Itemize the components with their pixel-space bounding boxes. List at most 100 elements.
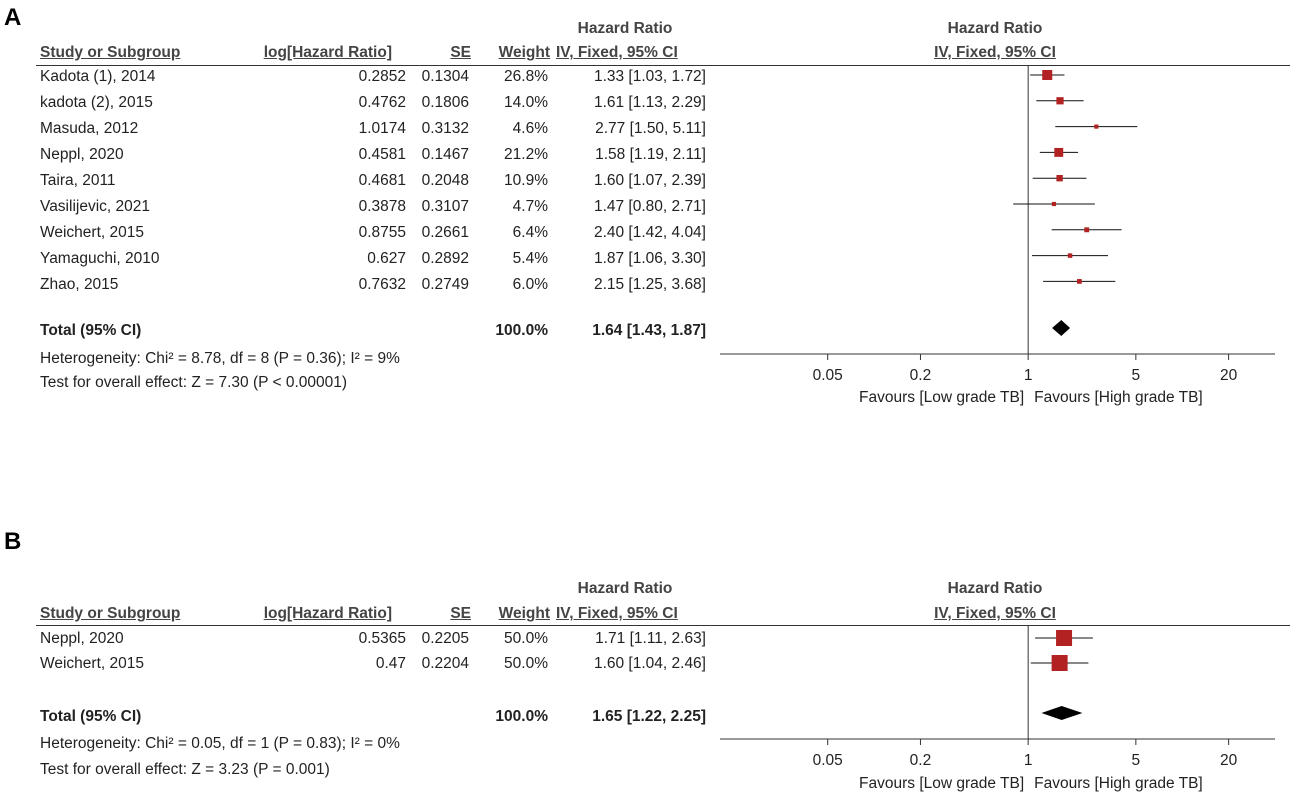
se-value: 0.3132 bbox=[421, 120, 469, 137]
hr-ci-value: 1.60 [1.04, 2.46] bbox=[593, 655, 706, 672]
pooled-diamond bbox=[1041, 706, 1083, 720]
x-tick-label: 20 bbox=[1220, 367, 1238, 384]
plot-column-header: IV, Fixed, 95% CI bbox=[934, 44, 1056, 61]
effect-marker bbox=[1084, 227, 1090, 233]
hr-ci-value: 1.71 [1.11, 2.63] bbox=[595, 630, 706, 647]
study-name: Neppl, 2020 bbox=[40, 146, 124, 163]
x-tick-label: 1 bbox=[1024, 752, 1033, 769]
heterogeneity-text: Heterogeneity: Chi² = 0.05, df = 1 (P = … bbox=[40, 735, 400, 752]
forest-panel-a: A Hazard Ratio Hazard Ratio Study or Sub… bbox=[4, 4, 1290, 406]
se-value: 0.2205 bbox=[421, 630, 469, 647]
x-tick-label: 0.2 bbox=[910, 367, 932, 384]
weight-value: 6.4% bbox=[512, 224, 548, 241]
weight-column-header: Weight bbox=[498, 44, 550, 61]
x-tick-label: 0.05 bbox=[813, 752, 843, 769]
se-value: 0.2749 bbox=[421, 276, 469, 293]
weight-value: 4.7% bbox=[512, 198, 548, 215]
weight-value: 4.6% bbox=[512, 120, 548, 137]
effect-marker bbox=[1042, 70, 1053, 80]
study-name: Kadota (1), 2014 bbox=[40, 68, 156, 85]
x-tick-label: 0.2 bbox=[910, 752, 932, 769]
effect-marker bbox=[1094, 124, 1099, 129]
total-hr-ci: 1.64 [1.43, 1.87] bbox=[592, 322, 706, 339]
pooled-diamond bbox=[1052, 320, 1071, 336]
total-weight: 100.0% bbox=[495, 708, 548, 725]
weight-value: 50.0% bbox=[504, 655, 548, 672]
se-value: 0.1304 bbox=[421, 68, 469, 85]
plot-group-header: Hazard Ratio bbox=[947, 580, 1043, 597]
hr-ci-value: 1.47 [0.80, 2.71] bbox=[593, 198, 706, 215]
se-column-header: SE bbox=[450, 44, 471, 61]
total-label: Total (95% CI) bbox=[40, 322, 142, 339]
heterogeneity-text: Heterogeneity: Chi² = 8.78, df = 8 (P = … bbox=[40, 350, 400, 367]
se-value: 0.1806 bbox=[421, 94, 469, 111]
se-value: 0.1467 bbox=[421, 146, 469, 163]
ci-column-header: IV, Fixed, 95% CI bbox=[556, 605, 678, 622]
effect-marker bbox=[1056, 630, 1073, 646]
effect-marker bbox=[1077, 279, 1082, 284]
x-tick-label: 20 bbox=[1220, 752, 1238, 769]
header-rule bbox=[36, 625, 1290, 626]
ci-group-header: Hazard Ratio bbox=[577, 20, 673, 37]
forest-panel-b: B Hazard Ratio Hazard Ratio Study or Sub… bbox=[0, 520, 1292, 793]
weight-value: 26.8% bbox=[504, 68, 548, 85]
overall-effect-text: Test for overall effect: Z = 7.30 (P < 0… bbox=[40, 374, 348, 391]
loghr-value: 0.5365 bbox=[358, 630, 406, 647]
loghr-value: 0.2852 bbox=[358, 68, 406, 85]
favours-left-label: Favours [Low grade TB] bbox=[859, 775, 1024, 792]
study-name: Yamaguchi, 2010 bbox=[40, 250, 160, 267]
weight-value: 21.2% bbox=[504, 146, 548, 163]
plot-column-header: IV, Fixed, 95% CI bbox=[934, 605, 1056, 622]
total-weight: 100.0% bbox=[495, 322, 548, 339]
x-tick-label: 0.05 bbox=[813, 367, 843, 384]
study-column-header: Study or Subgroup bbox=[40, 605, 181, 622]
forest-plot-b: 0.05 0.2 1 5 20 Favours [Low grade TB] Favours… bbox=[720, 626, 1275, 792]
weight-column-header: Weight bbox=[498, 605, 550, 622]
loghr-value: 0.4581 bbox=[358, 146, 406, 163]
loghr-value: 0.47 bbox=[375, 655, 406, 672]
study-name: kadota (2), 2015 bbox=[40, 94, 153, 111]
loghr-value: 0.8755 bbox=[358, 224, 406, 241]
study-name: Vasilijevic, 2021 bbox=[40, 198, 150, 215]
effect-marker bbox=[1056, 97, 1064, 105]
loghr-value: 0.3878 bbox=[358, 198, 406, 215]
hr-ci-value: 1.87 [1.06, 3.30] bbox=[593, 250, 706, 267]
study-name: Masuda, 2012 bbox=[40, 120, 139, 137]
weight-value: 5.4% bbox=[512, 250, 548, 267]
study-name: Neppl, 2020 bbox=[40, 630, 124, 647]
total-label: Total (95% CI) bbox=[40, 708, 142, 725]
header-rule bbox=[36, 65, 1290, 66]
loghr-value: 1.0174 bbox=[358, 120, 406, 137]
loghr-column-header: log[Hazard Ratio] bbox=[263, 605, 392, 622]
weight-value: 10.9% bbox=[504, 172, 548, 189]
effect-marker bbox=[1051, 655, 1068, 671]
panel-label: B bbox=[4, 528, 22, 555]
loghr-value: 0.4762 bbox=[358, 94, 406, 111]
effect-marker bbox=[1051, 201, 1057, 207]
effect-marker bbox=[1054, 147, 1064, 157]
study-column-header: Study or Subgroup bbox=[40, 44, 181, 61]
se-value: 0.2048 bbox=[421, 172, 469, 189]
weight-value: 6.0% bbox=[512, 276, 548, 293]
se-value: 0.2892 bbox=[421, 250, 469, 267]
se-value: 0.3107 bbox=[421, 198, 469, 215]
hr-ci-value: 1.61 [1.13, 2.29] bbox=[593, 94, 706, 111]
x-tick-label: 5 bbox=[1132, 752, 1141, 769]
study-name: Weichert, 2015 bbox=[40, 224, 144, 241]
se-column-header: SE bbox=[450, 605, 471, 622]
weight-value: 14.0% bbox=[504, 94, 548, 111]
ci-group-header: Hazard Ratio bbox=[577, 580, 673, 597]
hr-ci-value: 2.77 [1.50, 5.11] bbox=[595, 120, 706, 137]
hr-ci-value: 1.60 [1.07, 2.39] bbox=[593, 172, 706, 189]
favours-right-label: Favours [High grade TB] bbox=[1034, 775, 1203, 792]
loghr-value: 0.4681 bbox=[358, 172, 406, 189]
ci-column-header: IV, Fixed, 95% CI bbox=[556, 44, 678, 61]
loghr-value: 0.7632 bbox=[358, 276, 406, 293]
panel-label: A bbox=[4, 4, 22, 31]
study-name: Weichert, 2015 bbox=[40, 655, 144, 672]
forest-plot-a: 0.05 0.2 1 5 20 Favours [Low grade TB] Favours… bbox=[720, 66, 1275, 406]
hr-ci-value: 2.40 [1.42, 4.04] bbox=[593, 224, 706, 241]
effect-marker bbox=[1067, 253, 1073, 258]
effect-marker bbox=[1056, 175, 1063, 182]
hr-ci-value: 1.33 [1.03, 1.72] bbox=[593, 68, 706, 85]
